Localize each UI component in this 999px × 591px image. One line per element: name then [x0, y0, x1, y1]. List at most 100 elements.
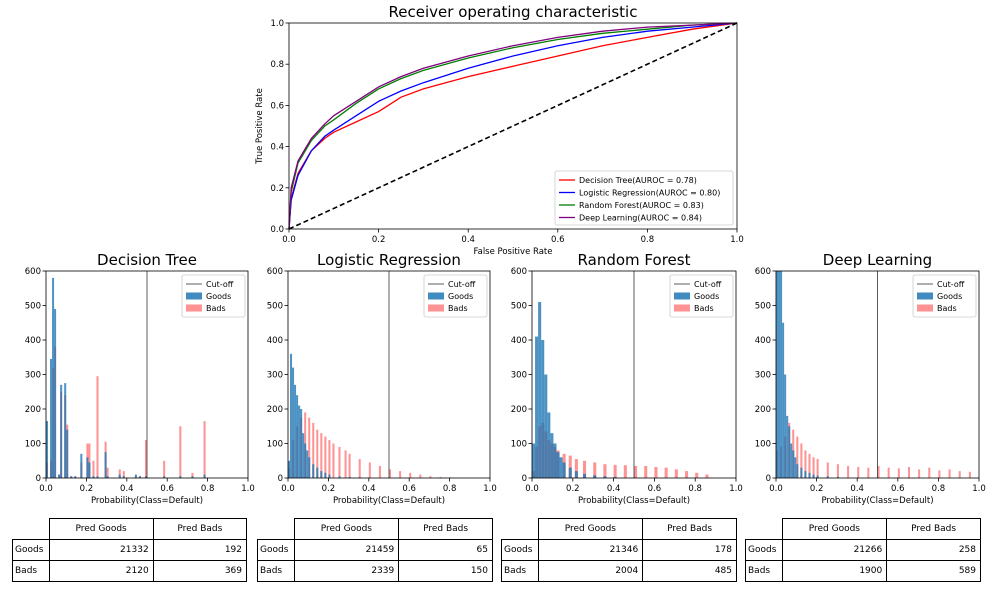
goods-bar	[562, 462, 566, 478]
cell-goods-pred-bads: 65	[398, 539, 493, 561]
x-tick-label: 0.6	[160, 484, 174, 494]
bads-bar	[316, 429, 319, 478]
legend-label: Deep Learning(AUROC = 0.84)	[579, 214, 702, 223]
legend-swatch	[186, 304, 202, 312]
goods-bar	[603, 476, 607, 478]
y-tick-label: 600	[511, 267, 527, 277]
goods-bar	[788, 426, 791, 478]
y-tick-label: 400	[755, 336, 771, 346]
bads-bar	[948, 469, 951, 478]
bads-bar	[106, 467, 109, 478]
goods-bar	[60, 384, 63, 478]
goods-bar	[583, 473, 587, 478]
bads-bar	[804, 450, 807, 478]
bads-bar	[332, 443, 335, 478]
bads-bar	[308, 417, 311, 478]
cell-bads-pred-bads: 369	[152, 560, 248, 582]
goods-bar	[144, 476, 147, 478]
bads-bar	[695, 472, 699, 478]
bads-bar	[409, 472, 412, 478]
legend-swatch	[917, 292, 933, 300]
bads-bar	[826, 462, 829, 478]
goods-bar	[535, 336, 539, 478]
chart-title: Receiver operating characteristic	[389, 3, 638, 21]
cell-goods-pred-bads: 178	[642, 539, 737, 561]
goods-bar	[46, 421, 49, 478]
row-header-goods: Goods	[501, 539, 539, 561]
x-tick-label: 0.4	[850, 484, 864, 494]
cell-goods-pred-goods: 21346	[537, 539, 644, 561]
goods-bar	[778, 271, 781, 478]
goods-bar	[784, 374, 787, 478]
x-tick-label: 0.4	[362, 484, 376, 494]
cell-bads-pred-goods: 1900	[781, 560, 888, 582]
goods-bar	[191, 476, 194, 478]
goods-bar	[316, 467, 319, 478]
chart-title: Decision Tree	[97, 251, 197, 269]
goods-bar	[74, 476, 77, 478]
legend-label: Goods	[206, 292, 231, 301]
y-tick-label: 0.0	[270, 225, 284, 235]
bads-bar	[122, 471, 125, 478]
legend-label: Bads	[206, 304, 226, 313]
x-tick-label: 0.6	[402, 484, 416, 494]
hist-frame	[45, 270, 249, 479]
goods-bar	[66, 429, 69, 478]
bads-bar	[358, 459, 361, 478]
legend-swatch	[674, 292, 690, 300]
legend-swatch	[428, 304, 444, 312]
x-tick-label: 1.0	[241, 484, 255, 494]
x-tick-label: 0.2	[80, 484, 94, 494]
cell-goods-pred-goods: 21459	[293, 539, 400, 561]
goods-bar	[794, 457, 797, 478]
x-tick-label: 0.8	[641, 235, 655, 245]
x-tick-label: 0.4	[461, 235, 475, 245]
goods-bar	[816, 475, 819, 478]
legend-label: Goods	[448, 292, 473, 301]
x-tick-label: 0.0	[525, 484, 539, 494]
x-tick-label: 1.0	[729, 484, 743, 494]
legend-swatch	[674, 304, 690, 312]
col-header-pred-goods: Pred Goods	[48, 518, 154, 540]
bads-bar	[312, 422, 315, 478]
col-header-pred-goods: Pred Goods	[781, 518, 888, 540]
y-tick-label: 300	[25, 371, 41, 381]
x-tick-label: 0.2	[566, 484, 580, 494]
y-tick-label: 200	[755, 405, 771, 415]
goods-bar	[294, 384, 297, 478]
bads-bar	[338, 446, 341, 478]
legend-label: Goods	[694, 292, 719, 301]
confusion-table-logistic-regression: Pred Goods Pred Bads Goods 21459 65 Bads…	[257, 518, 493, 582]
bads-bar	[664, 467, 668, 478]
goods-bar	[568, 467, 572, 478]
goods-bar	[92, 476, 95, 478]
goods-bar	[338, 476, 341, 478]
col-header-pred-bads: Pred Bads	[886, 518, 981, 540]
legend-label: Cut-off	[694, 280, 722, 289]
chart-title: Logistic Regression	[317, 251, 461, 269]
col-header-pred-bads: Pred Bads	[398, 518, 493, 540]
goods-bar	[290, 353, 293, 478]
x-tick-label: 0.0	[39, 484, 53, 494]
goods-bar	[292, 367, 295, 478]
goods-bar	[324, 472, 327, 478]
row-header-goods: Goods	[257, 539, 295, 561]
bads-bar	[419, 474, 422, 478]
bads-bar	[439, 476, 442, 478]
y-tick-label: 100	[755, 440, 771, 450]
legend-label: Goods	[937, 292, 962, 301]
cell-goods-pred-bads: 258	[886, 539, 981, 561]
goods-bar	[790, 443, 793, 478]
y-tick-label: 0	[522, 474, 527, 484]
confusion-table-deep-learning: Pred Goods Pred Bads Goods 21266 258 Bad…	[745, 518, 981, 582]
chart-title: Deep Learning	[823, 251, 932, 269]
y-tick-label: 300	[267, 371, 283, 381]
x-tick-label: 0.2	[372, 235, 386, 245]
roc-series-line	[288, 22, 738, 230]
goods-bar	[320, 471, 323, 478]
goods-bar	[50, 358, 53, 478]
confusion-table-random-forest: Pred Goods Pred Bads Goods 21346 178 Bad…	[501, 518, 737, 582]
y-tick-label: 1.0	[270, 19, 284, 29]
y-tick-label: 300	[511, 371, 527, 381]
